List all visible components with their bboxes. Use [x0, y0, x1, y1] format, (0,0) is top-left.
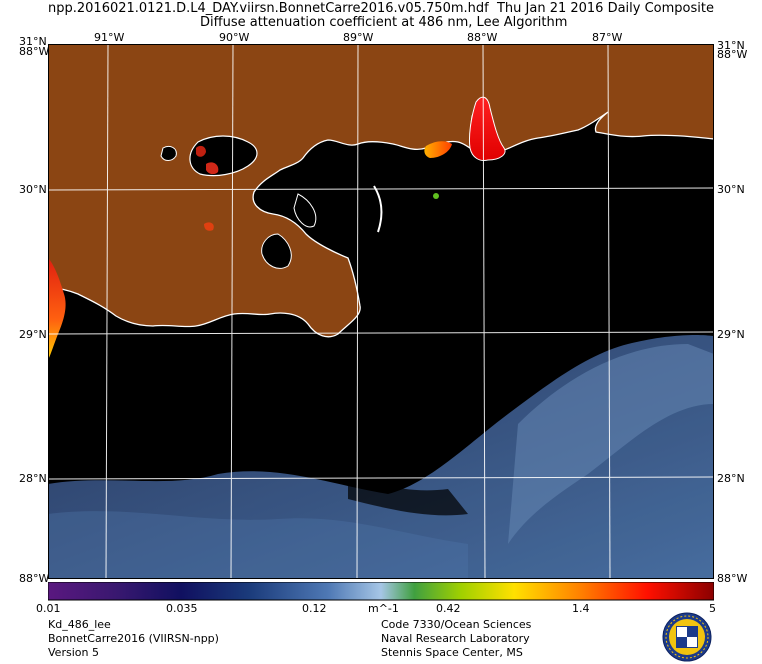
- kd-data-offshore: [48, 334, 714, 579]
- colorbar-tick-0: 0.01: [36, 602, 61, 615]
- marsh-red: [204, 222, 214, 231]
- org-name: Naval Research Laboratory: [381, 632, 530, 645]
- corner-top-left-lon: 88°W: [19, 45, 50, 58]
- mississippi-sound-orange: [424, 141, 452, 158]
- org-code: Code 7330/Ocean Sciences: [381, 618, 532, 631]
- corner-top-left-lat: 31°N: [19, 35, 47, 48]
- corner-bottom-left: 88°W: [19, 572, 50, 585]
- colorbar-tick-5: 5: [709, 602, 716, 615]
- version: Version 5: [48, 646, 99, 659]
- colorbar-tick-3: 0.42: [436, 602, 461, 615]
- lat-label-28n-left: 28°N: [19, 472, 47, 485]
- lon-label-88w: 88°W: [467, 31, 498, 44]
- corner-top-right-lat: 31°N: [717, 39, 745, 52]
- lon-label-90w: 90°W: [219, 31, 250, 44]
- corner-top-right-lon: 88°W: [717, 48, 748, 61]
- colorbar-gradient: [48, 582, 714, 601]
- chandeleur-sound: [293, 193, 317, 228]
- footer-right: Code 7330/Ocean Sciences Naval Research …: [381, 618, 531, 660]
- colorbar-tick-2: 0.12: [302, 602, 327, 615]
- lake-borgne-red: [196, 145, 206, 157]
- lat-label-30n-left: 30°N: [19, 183, 47, 196]
- filename-title: npp.2016021.0121.D.L4_DAY.viirsn.BonnetC…: [48, 1, 489, 16]
- lon-label-89w: 89°W: [343, 31, 374, 44]
- lat-label-29n-left: 29°N: [19, 328, 47, 341]
- colorbar-unit: m^-1: [368, 602, 399, 615]
- colorbar: [48, 582, 714, 601]
- west-lake-red: [206, 162, 219, 175]
- corner-bottom-right: 88°W: [717, 572, 748, 585]
- colorbar-tick-4: 1.4: [572, 602, 590, 615]
- mobile-bay-plume: [469, 96, 506, 161]
- nearshore-green-spot: [433, 193, 439, 199]
- lat-label-30n-right: 30°N: [717, 183, 745, 196]
- region-sensor: BonnetCarre2016 (VIIRSN-npp): [48, 632, 219, 645]
- colorbar-tick-1: 0.035: [166, 602, 198, 615]
- barataria-bay: [261, 233, 292, 269]
- date-title: Thu Jan 21 2016 Daily Composite: [496, 1, 714, 16]
- product-code: Kd_486_lee: [48, 618, 111, 631]
- land-mass: [48, 44, 714, 338]
- footer-left: Kd_486_lee BonnetCarre2016 (VIIRSN-npp) …: [48, 618, 219, 660]
- lake-maurepas: [160, 145, 177, 161]
- lat-label-28n-right: 28°N: [717, 472, 745, 485]
- left-edge-plume: [48, 258, 66, 360]
- nrl-logo: [662, 612, 712, 662]
- product-title: Diffuse attenuation coefficient at 486 n…: [200, 15, 568, 30]
- graticule: [48, 44, 714, 579]
- lon-label-91w: 91°W: [94, 31, 125, 44]
- map-panel: [48, 44, 714, 579]
- org-location: Stennis Space Center, MS: [381, 646, 523, 659]
- lat-label-29n-right: 29°N: [717, 328, 745, 341]
- lon-label-87w: 87°W: [592, 31, 623, 44]
